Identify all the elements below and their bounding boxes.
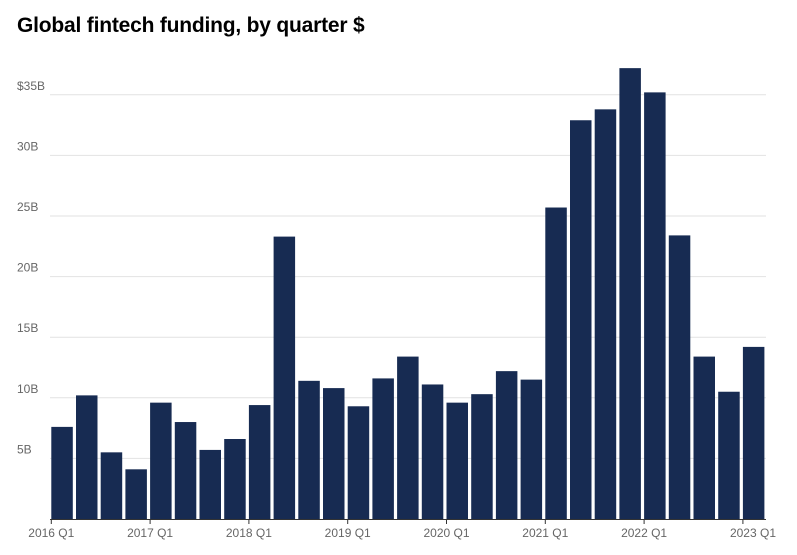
x-tick-label: 2022 Q1 bbox=[621, 526, 667, 540]
bar bbox=[495, 371, 518, 519]
bar bbox=[224, 439, 246, 519]
bar bbox=[248, 405, 271, 519]
y-tick-label: 10B bbox=[17, 382, 38, 396]
y-tick-label: $35B bbox=[17, 79, 45, 93]
bar bbox=[471, 394, 493, 519]
bar bbox=[520, 379, 543, 519]
x-tick-label: 2016 Q1 bbox=[28, 526, 74, 540]
bar bbox=[446, 402, 468, 519]
y-tick-label: 25B bbox=[17, 200, 38, 214]
bar bbox=[298, 380, 320, 519]
x-tick-label: 2019 Q1 bbox=[325, 526, 371, 540]
y-tick-label: 20B bbox=[17, 261, 38, 275]
bar bbox=[644, 92, 666, 519]
x-axis-labels: 2016 Q1 2017 Q1 2018 Q1 2019 Q1 2020 Q1 2021 … bbox=[28, 526, 776, 540]
y-tick-label: 30B bbox=[17, 139, 38, 153]
bar bbox=[372, 378, 394, 519]
bar bbox=[199, 449, 221, 519]
x-tick-label: 2021 Q1 bbox=[522, 526, 568, 540]
x-axis-ticks bbox=[50, 519, 744, 524]
y-tick-label: 15B bbox=[17, 321, 38, 335]
bar bbox=[570, 120, 592, 519]
bar bbox=[718, 391, 740, 519]
bar bbox=[742, 346, 765, 519]
bar bbox=[421, 384, 444, 519]
bar bbox=[545, 207, 567, 520]
bar bbox=[668, 235, 691, 519]
bar bbox=[693, 356, 715, 519]
bar bbox=[273, 236, 296, 519]
bars bbox=[51, 68, 765, 520]
x-tick-label: 2018 Q1 bbox=[226, 526, 272, 540]
bar bbox=[594, 109, 617, 520]
bar bbox=[100, 452, 123, 519]
bar bbox=[125, 469, 147, 519]
bar bbox=[76, 395, 98, 519]
bar bbox=[347, 406, 370, 519]
bar bbox=[619, 68, 641, 520]
chart-title: Global fintech funding, by quarter $ bbox=[17, 14, 365, 37]
x-tick-label: 2023 Q1 bbox=[730, 526, 776, 540]
y-axis-labels: 5B 10B 15B 20B 25B 30B $35B bbox=[17, 79, 45, 457]
x-tick-label: 2017 Q1 bbox=[127, 526, 173, 540]
bar bbox=[397, 356, 419, 519]
x-tick-label: 2020 Q1 bbox=[423, 526, 469, 540]
y-tick-label: 5B bbox=[17, 442, 32, 456]
bar bbox=[51, 426, 73, 519]
bar bbox=[174, 422, 197, 519]
bar bbox=[323, 388, 345, 519]
bar bbox=[150, 402, 172, 519]
